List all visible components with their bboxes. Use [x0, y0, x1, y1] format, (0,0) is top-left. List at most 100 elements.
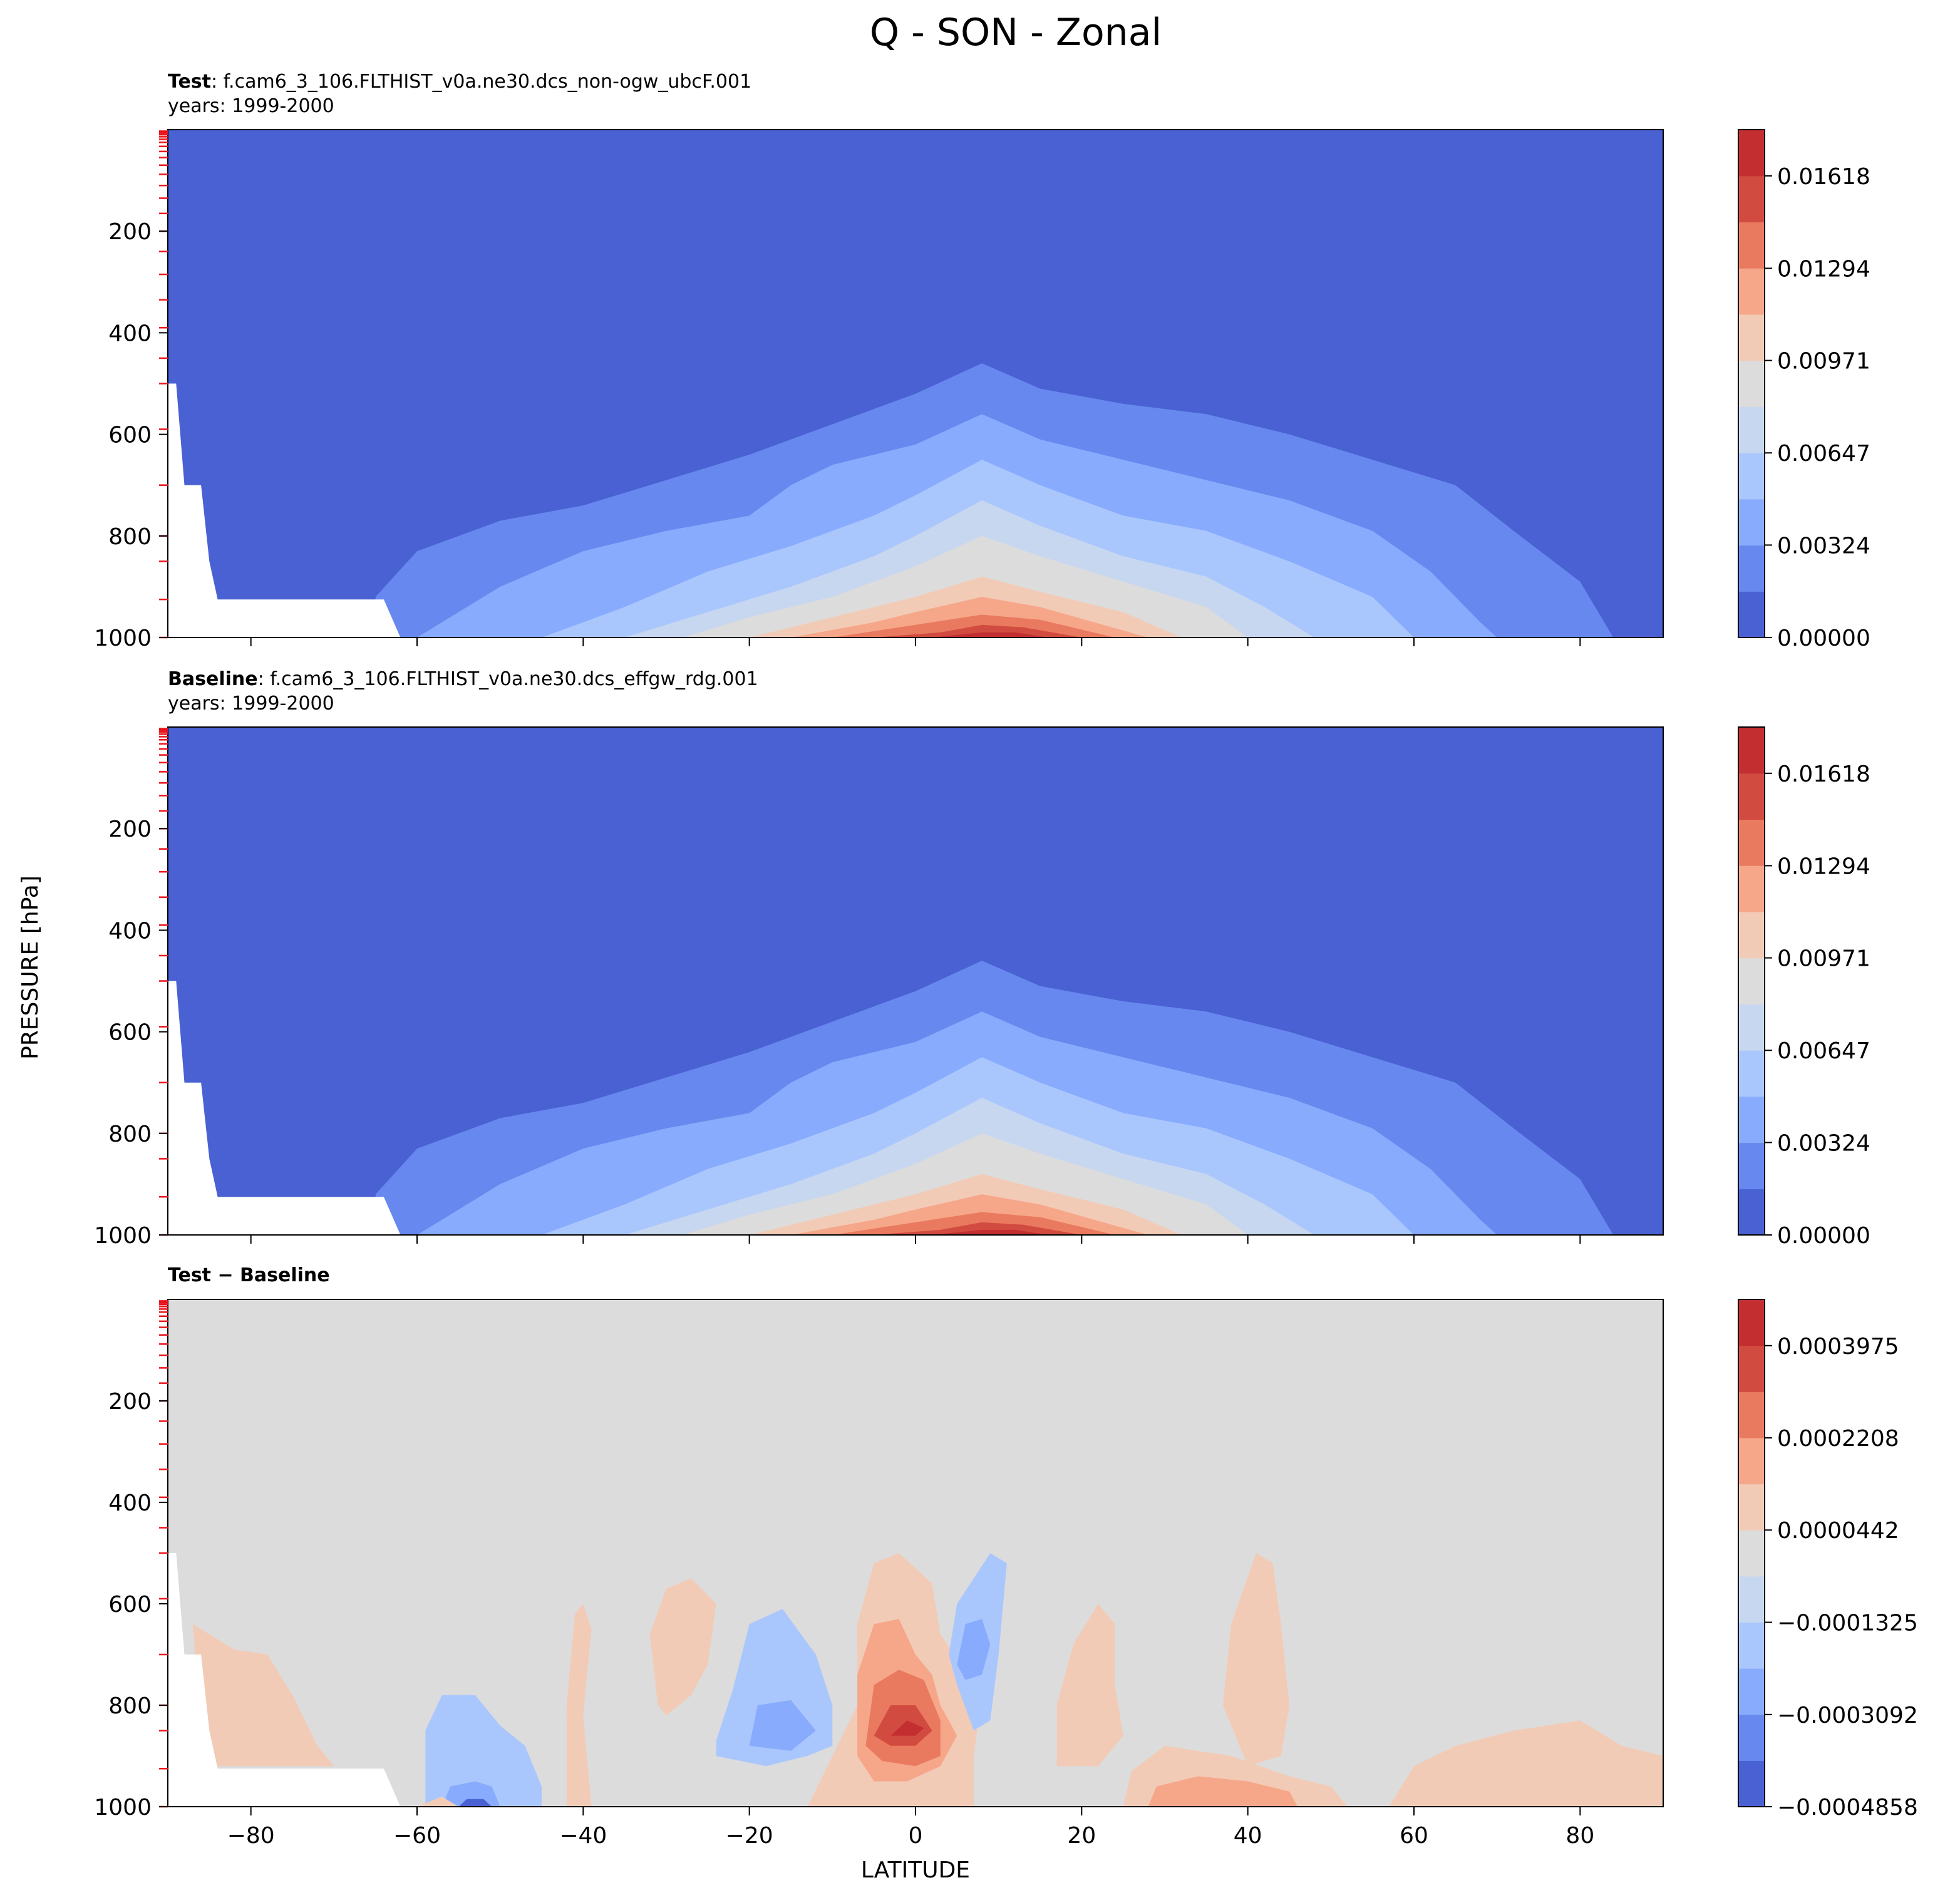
anomaly-region-16	[1222, 1553, 1289, 1767]
colorbar-segment	[1738, 1576, 1765, 1623]
colorbar-segment	[1738, 1668, 1765, 1715]
colorbar-frame	[1738, 1299, 1765, 1807]
anomaly-region-2	[441, 1781, 500, 1807]
panel-test: 200 400 600 800 1000 Test: f.cam6_3_106.FLTHI…	[94, 71, 1870, 651]
colorbar-segment	[1738, 1299, 1765, 1346]
terrain-mask	[168, 1553, 401, 1807]
colorbar-segment	[1738, 1391, 1765, 1438]
y-tick-label: 200	[108, 817, 152, 842]
panel-title: Baseline: f.cam6_3_106.FLTHIST_v0a.ne30.…	[168, 668, 758, 690]
contour-level-9	[874, 624, 1082, 638]
colorbar-segment	[1738, 1437, 1765, 1485]
figure-title: Q - SON - Zonal	[870, 11, 1162, 54]
y-tick-label: 1000	[94, 1223, 152, 1249]
colorbar-test: 0.01618 0.01294 0.00971 0.00647 0.00324 0.000…	[1738, 129, 1870, 651]
colorbar-segment	[1738, 545, 1765, 592]
anomaly-region-1	[425, 1695, 542, 1807]
x-tick-label: 20	[1067, 1823, 1096, 1849]
anomaly-region-3	[458, 1799, 492, 1807]
x-tick-label: −80	[227, 1823, 275, 1849]
colorbar-tick-label: 0.00971	[1777, 349, 1870, 374]
y-tick-label: 200	[108, 1389, 152, 1415]
colorbar-segment	[1738, 222, 1765, 269]
panel-title: Test: f.cam6_3_106.FLTHIST_v0a.ne30.dcs_…	[168, 71, 751, 93]
colorbar-tick-label: 0.01618	[1777, 164, 1870, 190]
colorbar-segment	[1738, 1142, 1765, 1189]
panel-title-bold: Test − Baseline	[168, 1264, 330, 1286]
y-tick-label: 600	[108, 1592, 152, 1618]
colorbar-segment	[1738, 453, 1765, 500]
terrain-mask	[168, 383, 401, 638]
colorbar-tick-label: 0.00324	[1777, 533, 1870, 559]
y-axis-label: PRESSURE [hPa]	[18, 875, 43, 1060]
anomaly-region-5	[649, 1578, 716, 1716]
colorbar-tick-label: 0.00647	[1777, 441, 1870, 467]
contour-field	[168, 130, 1663, 638]
anomaly-region-20	[417, 1796, 459, 1807]
contour-field	[168, 1299, 1663, 1807]
colorbar-segment	[1738, 1530, 1765, 1577]
colorbar-segment	[1738, 406, 1765, 453]
colorbar-tick-label: 0.00000	[1777, 626, 1870, 651]
colorbar-segment	[1738, 1484, 1765, 1531]
anomaly-region-12	[890, 1720, 924, 1736]
panel-diff: 200 400 600 800 1000 −80 −60 −40 −20 0 20 40 60 80 Tes…	[94, 1264, 1917, 1849]
colorbar-segment	[1738, 1714, 1765, 1761]
colorbar-segment	[1738, 498, 1765, 546]
y-tick-label: 400	[108, 1490, 152, 1516]
colorbar-tick-label: 0.0002208	[1777, 1426, 1899, 1452]
x-tick-label: −20	[726, 1823, 773, 1849]
y-tick-label: 1000	[94, 1795, 152, 1820]
x-tick-label: 80	[1565, 1823, 1594, 1849]
y-tick-label: 200	[108, 219, 152, 245]
colorbar-tick-label: −0.0003092	[1777, 1703, 1918, 1728]
colorbar-segment	[1738, 268, 1765, 315]
colorbar-tick-label: 0.0003975	[1777, 1334, 1899, 1360]
x-axis-label: LATITUDE	[861, 1857, 970, 1883]
panel-baseline: 200 400 600 800 1000 Baseline: f.cam6_3_106.F…	[94, 668, 1870, 1249]
y-tick-label: 400	[108, 918, 152, 944]
colorbar-segment	[1738, 958, 1765, 1004]
x-tick-label: −40	[559, 1823, 607, 1849]
anomaly-region-15	[1056, 1604, 1123, 1767]
colorbar-segment	[1738, 1189, 1765, 1236]
x-tick-label: 40	[1234, 1823, 1262, 1849]
colorbar-tick-label: 0.0000442	[1777, 1518, 1899, 1544]
colorbar-segment	[1738, 819, 1765, 866]
x-tick-label: −60	[393, 1823, 441, 1849]
panel-subtitle: years: 1999-2000	[168, 693, 334, 715]
colorbar-segment	[1738, 773, 1765, 820]
colorbar-segment	[1738, 1345, 1765, 1392]
panel-title-rest: : f.cam6_3_106.FLTHIST_v0a.ne30.dcs_effg…	[258, 668, 758, 690]
x-tick-label: 60	[1400, 1823, 1428, 1849]
colorbar-diff: 0.0003975 0.0002208 0.0000442 −0.0001325 −0.…	[1738, 1299, 1918, 1820]
y-tick-label: 800	[108, 1122, 152, 1147]
panel-title-bold: Test	[168, 71, 211, 93]
x-tick-label: 0	[909, 1823, 923, 1849]
colorbar-segment	[1738, 314, 1765, 361]
anomaly-region-7	[749, 1700, 816, 1751]
contour-field	[168, 727, 1663, 1235]
colorbar-frame	[1738, 726, 1765, 1236]
panel-title: Test − Baseline	[168, 1264, 330, 1286]
colorbar-tick-label: 0.00647	[1777, 1038, 1870, 1064]
contour-level-10	[932, 1229, 1049, 1235]
panel-title-rest: : f.cam6_3_106.FLTHIST_v0a.ne30.dcs_non-…	[211, 71, 751, 93]
colorbar-tick-label: 0.00971	[1777, 946, 1870, 972]
colorbar-tick-label: 0.01294	[1777, 854, 1870, 879]
panel-title-bold: Baseline	[168, 668, 258, 690]
colorbar-segment	[1738, 911, 1765, 959]
colorbar-segment	[1738, 130, 1765, 177]
colorbar-segment	[1738, 1004, 1765, 1051]
colorbar-tick-label: −0.0001325	[1777, 1611, 1918, 1636]
y-tick-label: 800	[108, 1693, 152, 1719]
colorbar-segment	[1738, 175, 1765, 223]
y-tick-label: 600	[108, 423, 152, 448]
colorbar-segment	[1738, 865, 1765, 912]
anomaly-region-4	[566, 1604, 592, 1807]
colorbar-tick-label: −0.0004858	[1777, 1795, 1918, 1820]
colorbar-segment	[1738, 727, 1765, 774]
colorbar-segment	[1738, 360, 1765, 407]
